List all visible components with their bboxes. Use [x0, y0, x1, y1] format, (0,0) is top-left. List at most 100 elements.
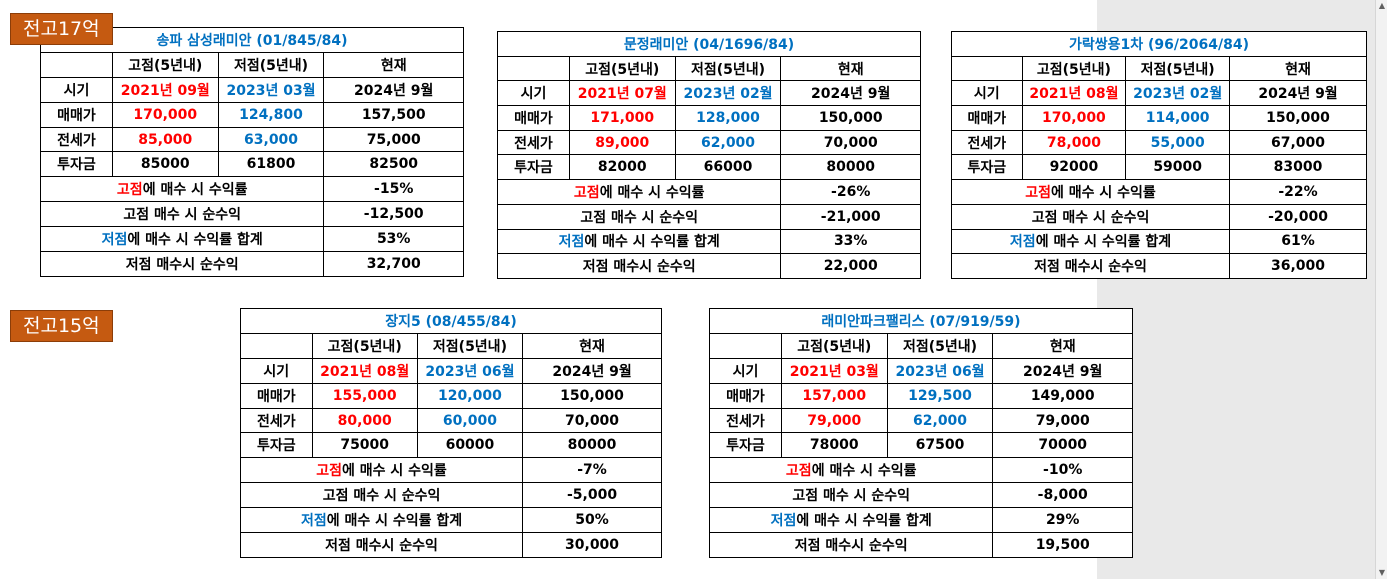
apartment-title: 가락쌍용1차 (96/2064/84) [951, 31, 1367, 57]
period-low: 2023년 02월 [674, 80, 782, 107]
period-now: 2024년 9월 [1229, 80, 1367, 107]
header-low: 저점(5년내) [217, 51, 325, 78]
high-profit-value: -12,500 [323, 201, 464, 228]
apartment-table: 가락쌍용1차 (96/2064/84) 고점(5년내) 저점(5년내) 현재 시… [950, 31, 1367, 279]
row-label-jeonse: 전세가 [951, 129, 1023, 156]
invest-now: 82500 [323, 151, 464, 178]
header-high: 고점(5년내) [311, 332, 418, 359]
corner-cell [40, 51, 113, 78]
price-now: 150,000 [1229, 105, 1367, 131]
header-now: 현재 [522, 332, 662, 359]
jeonse-now: 67,000 [1229, 129, 1367, 156]
low-profit-label: 저점 매수시 순수익 [708, 532, 994, 558]
price-low: 128,000 [674, 105, 782, 131]
period-low: 2023년 02월 [1125, 80, 1231, 107]
price-high: 171,000 [568, 105, 676, 131]
period-now: 2024년 9월 [323, 76, 464, 103]
header-low: 저점(5년내) [1125, 55, 1231, 82]
header-low: 저점(5년내) [886, 332, 994, 359]
header-low: 저점(5년내) [674, 55, 782, 82]
invest-high: 92000 [1021, 154, 1127, 181]
apartment-table: 래미안파크팰리스 (07/919/59) 고점(5년내) 저점(5년내) 현재 … [708, 308, 1133, 558]
apartment-table: 장지5 (08/455/84) 고점(5년내) 저점(5년내) 현재 시기 20… [239, 308, 662, 558]
price-now: 150,000 [780, 105, 921, 131]
low-rate-label-prefix: 저점 [300, 513, 327, 530]
high-profit-value: -5,000 [522, 482, 662, 509]
header-high: 고점(5년내) [780, 332, 888, 359]
invest-now: 80000 [780, 154, 921, 181]
invest-now: 70000 [992, 432, 1133, 459]
jeonse-high: 89,000 [568, 129, 676, 156]
row-label-price: 매매가 [951, 105, 1023, 131]
high-rate-label-prefix: 고점 [116, 182, 143, 199]
high-rate-label-suffix: 에 매수 시 수익률 [1051, 184, 1156, 201]
high-rate-label: 고점에 매수 시 수익률 [708, 457, 994, 484]
high-rate-label-prefix: 고점 [785, 463, 812, 480]
low-rate-value: 53% [323, 226, 464, 253]
low-profit-value: 19,500 [992, 532, 1133, 558]
period-now: 2024년 9월 [522, 357, 662, 384]
low-profit-label: 저점 매수시 순수익 [239, 532, 524, 558]
low-rate-label: 저점에 매수 시 수익률 합계 [39, 226, 325, 253]
high-rate-label-suffix: 에 매수 시 수익률 [342, 463, 447, 480]
row-label-period: 시기 [40, 76, 113, 103]
period-low: 2023년 06월 [886, 357, 994, 384]
invest-now: 83000 [1229, 154, 1367, 181]
invest-low: 60000 [416, 432, 524, 459]
low-profit-value: 22,000 [780, 253, 921, 279]
jeonse-now: 79,000 [992, 407, 1133, 434]
apartment-card: 문정래미안 (04/1696/84) 고점(5년내) 저점(5년내) 현재 시기… [496, 31, 921, 279]
jeonse-high: 80,000 [311, 407, 418, 434]
high-rate-label-suffix: 에 매수 시 수익률 [599, 184, 705, 201]
low-profit-value: 32,700 [323, 251, 464, 277]
header-low: 저점(5년내) [416, 332, 524, 359]
apartment-card: 가락쌍용1차 (96/2064/84) 고점(5년내) 저점(5년내) 현재 시… [950, 31, 1367, 279]
row-label-period: 시기 [951, 80, 1023, 107]
corner-cell [240, 332, 313, 359]
row-label-price: 매매가 [709, 382, 782, 409]
jeonse-high: 85,000 [111, 126, 219, 153]
jeonse-now: 75,000 [323, 126, 464, 153]
scroll-down-arrow-icon[interactable]: ▼ [1378, 568, 1386, 577]
jeonse-low: 63,000 [217, 126, 325, 153]
period-low: 2023년 06월 [416, 357, 524, 384]
row-label-period: 시기 [240, 357, 313, 384]
period-high: 2021년 09월 [111, 76, 219, 103]
high-profit-label: 고점 매수 시 순수익 [496, 203, 782, 230]
invest-high: 82000 [568, 154, 676, 181]
low-rate-label-prefix: 저점 [1009, 234, 1036, 251]
price-now: 157,500 [323, 101, 464, 128]
jeonse-low: 62,000 [674, 129, 782, 156]
row-label-period: 시기 [709, 357, 782, 384]
period-now: 2024년 9월 [780, 80, 921, 107]
price-low: 129,500 [886, 382, 994, 409]
low-rate-label-prefix: 저점 [770, 513, 797, 530]
apartment-title: 장지5 (08/455/84) [240, 308, 662, 334]
high-rate-label-prefix: 고점 [573, 184, 600, 201]
high-rate-value: -22% [1229, 179, 1367, 205]
period-high: 2021년 08월 [311, 357, 418, 384]
high-rate-value: -26% [780, 179, 921, 205]
row-label-invest: 투자금 [240, 432, 313, 459]
low-rate-label-prefix: 저점 [558, 234, 585, 251]
jeonse-high: 79,000 [780, 407, 888, 434]
price-high: 170,000 [111, 101, 219, 128]
low-profit-label: 저점 매수시 순수익 [950, 253, 1231, 279]
row-label-price: 매매가 [40, 101, 113, 128]
vertical-scrollbar[interactable]: ▲ ▼ [1375, 0, 1387, 579]
apartment-card: 래미안파크팰리스 (07/919/59) 고점(5년내) 저점(5년내) 현재 … [708, 308, 1133, 558]
row-label-jeonse: 전세가 [497, 129, 570, 156]
low-rate-value: 50% [522, 507, 662, 534]
high-profit-value: -21,000 [780, 203, 921, 230]
high-profit-label: 고점 매수 시 순수익 [950, 203, 1231, 230]
scroll-up-arrow-icon[interactable]: ▲ [1378, 1, 1386, 10]
price-low: 114,000 [1125, 105, 1231, 131]
low-rate-label: 저점에 매수 시 수익률 합계 [708, 507, 994, 534]
corner-cell [497, 55, 570, 82]
group-label-15: 전고15억 [10, 310, 113, 342]
row-label-jeonse: 전세가 [709, 407, 782, 434]
jeonse-low: 60,000 [416, 407, 524, 434]
high-profit-label: 고점 매수 시 순수익 [239, 482, 524, 509]
high-rate-label: 고점에 매수 시 수익률 [950, 179, 1231, 205]
invest-high: 75000 [311, 432, 418, 459]
